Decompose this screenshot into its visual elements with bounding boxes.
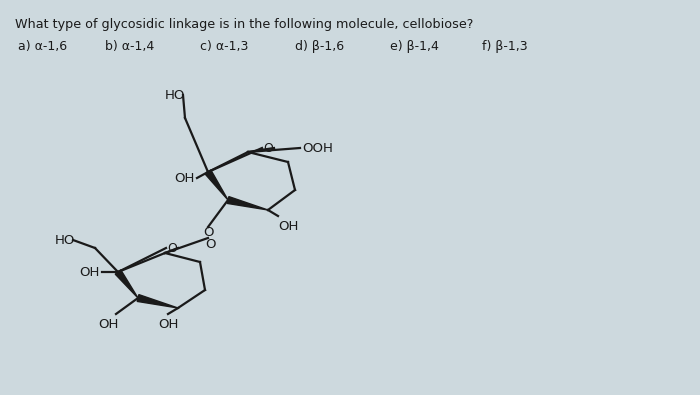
Polygon shape (116, 270, 138, 298)
Text: What type of glycosidic linkage is in the following molecule, cellobiose?: What type of glycosidic linkage is in th… (15, 18, 473, 31)
Text: c) α-1,3: c) α-1,3 (200, 40, 248, 53)
Text: O: O (263, 141, 273, 154)
Text: b) α-1,4: b) α-1,4 (105, 40, 154, 53)
Text: HO: HO (165, 88, 186, 102)
Text: e) β-1,4: e) β-1,4 (390, 40, 439, 53)
Polygon shape (228, 197, 268, 210)
Polygon shape (205, 170, 228, 200)
Text: O: O (203, 226, 214, 239)
Polygon shape (137, 295, 178, 308)
Text: HO: HO (55, 233, 76, 246)
Text: OH: OH (174, 171, 195, 184)
Text: OH: OH (98, 318, 118, 331)
Text: OH: OH (158, 318, 178, 331)
Text: OOH: OOH (302, 141, 333, 154)
Text: a) α-1,6: a) α-1,6 (18, 40, 67, 53)
Text: OH: OH (278, 220, 298, 233)
Text: OH: OH (80, 265, 100, 278)
Text: d) β-1,6: d) β-1,6 (295, 40, 344, 53)
Text: O: O (204, 237, 216, 250)
Text: f) β-1,3: f) β-1,3 (482, 40, 528, 53)
Text: O: O (167, 241, 177, 254)
